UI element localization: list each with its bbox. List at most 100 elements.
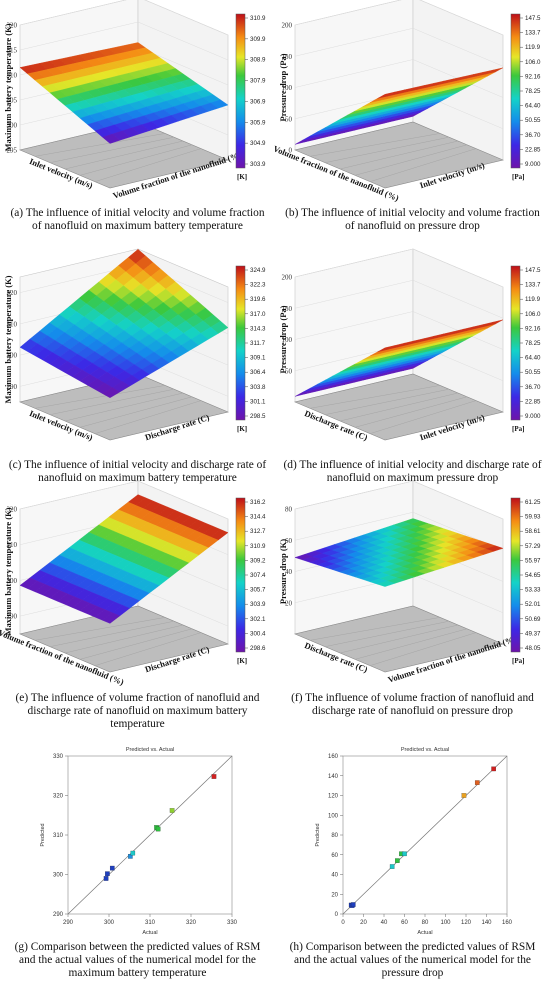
floor-contour-line: [369, 400, 477, 434]
colorbar-tick-label: 316.2: [250, 499, 266, 506]
colorbar-tick-label: 307.4: [250, 572, 266, 579]
colorbar-tick-label: 304.9: [250, 140, 266, 147]
data-point: [402, 851, 407, 857]
z-tick-label: 320: [7, 22, 18, 30]
caption-h-line-2: and the actual values of the numerical m…: [294, 954, 531, 966]
colorbar-tick-label: 306.9: [250, 98, 266, 105]
data-point: [128, 854, 133, 859]
y-tick-label: 20: [331, 892, 338, 898]
y-tick-label: 120: [328, 794, 339, 800]
floor-contour-line: [309, 385, 441, 409]
panel-f: 20 40 60 80 Pressure drop (K) Discharge rate …: [275, 480, 550, 685]
wall-gridline: [19, 0, 229, 36]
colorbar-tick-label: 53.33: [525, 587, 541, 594]
floor-contour-line: [34, 133, 166, 157]
data-point: [105, 871, 110, 877]
reference-line: [342, 755, 508, 915]
colorbar-tick-label: 48.05: [525, 645, 541, 652]
y-tick-label: 80: [331, 833, 338, 839]
data-point: [103, 876, 109, 881]
colorbar-unit-label: [K]: [237, 657, 247, 665]
colorbar-tick-label: 22.85: [525, 146, 541, 153]
caption-f: (f) The influence of volume fraction of …: [275, 692, 550, 718]
colorbar-tick-label: 64.40: [525, 355, 541, 362]
caption-c: (c) The influence of initial velocity an…: [0, 459, 275, 485]
floor-contour-line: [64, 140, 184, 170]
colorbar-tick-label: 303.8: [250, 384, 266, 391]
floor-contour-line: [354, 144, 468, 176]
data-point: [350, 902, 356, 907]
colorbar-tick-label: 302.1: [250, 616, 266, 623]
x-tick-label: 310: [145, 920, 156, 926]
z-tick-label: 320: [7, 506, 18, 514]
colorbar-tick-label: 298.5: [250, 413, 266, 420]
y-axis-label: Predicted: [315, 823, 321, 846]
z-axis-label: Pressure drop (Pa): [278, 53, 288, 121]
z-tick-label: 290: [7, 613, 18, 621]
floor-contour-line: [309, 133, 441, 157]
caption-g: (g) Comparison between the predicted val…: [0, 941, 275, 980]
colorbar-tick-label: 50.69: [525, 616, 541, 623]
colorbar-tick-label: 314.4: [250, 514, 266, 521]
panel-e: 290 300 310 320 Maximum battery temperature …: [0, 480, 275, 687]
floor-contour-line: [324, 388, 450, 415]
z-tick-label: 40: [285, 568, 293, 576]
data-point: [169, 808, 175, 813]
floor-contour-line: [64, 624, 184, 654]
z-tick-label: 320: [7, 289, 18, 297]
z-tick-label: 300: [7, 352, 18, 360]
wall-gridline: [294, 279, 504, 319]
colorbar-unit-label: [K]: [237, 425, 247, 433]
scatter-plot-g: Predicted vs. Actual 290 300 310 320 330 290 30…: [40, 747, 238, 936]
y-tick-label: 100: [328, 813, 339, 819]
data-point: [395, 858, 400, 863]
colorbar-tick-label: 92.16: [525, 325, 541, 332]
colorbar-tick-label: 309.9: [250, 36, 266, 43]
floor-contour-line: [79, 396, 193, 428]
colorbar-unit-label: [Pa]: [512, 425, 524, 433]
x-tick-label: 330: [227, 920, 238, 926]
z-axis-label: Pressure drop (Pa): [278, 305, 288, 373]
caption-f-line-2: discharge rate of nanofluid on pressure …: [312, 705, 513, 717]
y-tick-label: 0: [335, 912, 339, 918]
colorbar-tick-label: 50.55: [525, 117, 541, 124]
x-tick-label: 80: [422, 920, 429, 926]
panel-c: 290 300 310 320 Maximum battery temperature …: [0, 248, 275, 452]
caption-h-line-1: (h) Comparison between the predicted val…: [289, 941, 536, 953]
colorbar-tick-label: 59.93: [525, 514, 541, 521]
z-tick-label: 80: [285, 506, 293, 514]
panel-b: 0 50 100 150 200 Pressure drop (Pa) Volume fra…: [272, 0, 550, 203]
z-tick-label: 50: [285, 367, 293, 375]
y-tick-label: 40: [331, 873, 338, 879]
reference-line: [67, 755, 233, 915]
data-point: [109, 865, 115, 871]
colorbar-tick-label: 303.9: [250, 161, 266, 168]
colorbar-tick-label: 22.85: [525, 398, 541, 405]
panel-g: Predicted vs. Actual 290 300 310 320 330 290 30…: [0, 742, 275, 936]
x-tick-label: 320: [186, 920, 197, 926]
colorbar-tick-label: 106.0: [525, 59, 541, 66]
z-tick-label: 290: [7, 383, 18, 391]
y-tick-label: 60: [331, 853, 338, 859]
x-tick-label: 20: [360, 920, 367, 926]
floor-contour-line: [94, 632, 202, 666]
surface-cell: [102, 387, 121, 399]
floor-contour-line: [64, 392, 184, 422]
floor-contour-line: [324, 620, 450, 647]
panel-a: 295 300 305 310 315 320 Maximum battery temper…: [0, 0, 275, 201]
z-tick-label: 310: [7, 541, 18, 549]
data-point: [130, 850, 136, 856]
caption-b-line-2: of nanofluid on pressure drop: [345, 220, 480, 232]
colorbar-tick-label: 92.16: [525, 73, 541, 80]
caption-g-line-1: (g) Comparison between the predicted val…: [14, 941, 261, 953]
colorbar-unit-label: [Pa]: [512, 173, 524, 181]
z-tick-label: 20: [285, 599, 293, 607]
floor-contour-line: [49, 388, 175, 415]
colorbar-tick-label: 314.3: [250, 325, 266, 332]
colorbar-tick-label: 309.1: [250, 355, 266, 362]
colorbar-tick-label: 49.37: [525, 630, 541, 637]
floor-contour-line: [34, 385, 166, 409]
colorbar-tick-label: 305.9: [250, 119, 266, 126]
